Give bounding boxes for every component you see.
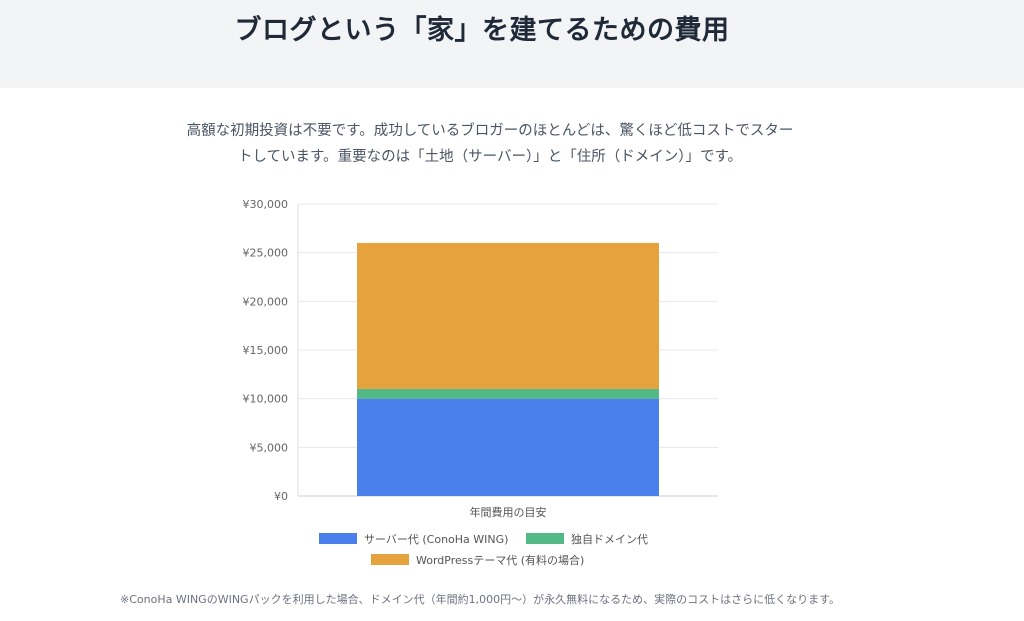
bar-segment-3 — [357, 242, 659, 389]
y-tick-label: ¥0 — [274, 490, 288, 503]
x-tick-label: 年間費用の目安 — [470, 505, 547, 519]
y-tick-label: ¥25,000 — [243, 247, 289, 260]
intro-line-2: トしています。重要なのは「土地（サーバー）」と「住所（ドメイン）」です。 — [237, 149, 743, 165]
legend-label-3: WordPressテーマ代 (有料の場合) — [416, 553, 584, 567]
legend-label-1: サーバー代 (ConoHa WING) — [364, 533, 508, 546]
y-tick-label: ¥10,000 — [243, 393, 289, 406]
page-title: ブログという「家」を建てるための費用 — [234, 15, 730, 46]
legend-swatch-3 — [371, 554, 409, 565]
y-tick-label: ¥5,000 — [250, 441, 289, 454]
header-band — [0, 0, 1024, 88]
intro-line-1: 高額な初期投資は不要です。成功しているブロガーのほとんどは、驚くほど低コストでス… — [186, 123, 794, 139]
intro-text: 高額な初期投資は不要です。成功しているブロガーのほとんどは、驚くほど低コストでス… — [160, 118, 820, 170]
y-tick-label: ¥30,000 — [243, 198, 289, 211]
bar-segment-1 — [357, 398, 659, 496]
legend-label-2: 独自ドメイン代 — [571, 533, 648, 546]
footnote: ※ConoHa WINGのWINGパックを利用した場合、ドメイン代（年間約1,0… — [120, 593, 840, 606]
bar-segment-2 — [357, 388, 659, 399]
y-tick-label: ¥20,000 — [243, 295, 289, 308]
legend-swatch-2 — [526, 533, 564, 544]
legend-swatch-1 — [319, 533, 357, 544]
y-tick-label: ¥15,000 — [243, 344, 289, 357]
